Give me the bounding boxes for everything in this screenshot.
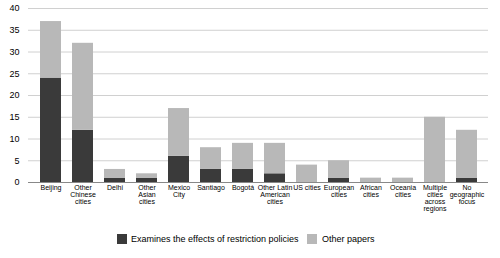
svg-text:35: 35 — [9, 25, 19, 35]
html-text:Other papers: Other papers — [321, 233, 375, 244]
svg-text:Bogotá: Bogotá — [232, 184, 254, 192]
html-text:Examines the effects of restri: Examines the effects of restriction poli… — [131, 233, 299, 244]
svg-text:OtherChinesecities: OtherChinesecities — [70, 184, 96, 205]
svg-text:10: 10 — [9, 134, 19, 144]
svg-text:OtherAsiancities: OtherAsiancities — [138, 184, 156, 205]
svg-text:Nogeographicfocus: Nogeographicfocus — [450, 184, 485, 205]
svg-text:Delhi: Delhi — [107, 184, 123, 191]
svg-text:25: 25 — [9, 69, 19, 79]
svg-text:15: 15 — [9, 112, 19, 122]
svg-text:30: 30 — [9, 47, 19, 57]
svg-text:Oceaniacities: Oceaniacities — [390, 184, 416, 198]
svg-text:Multiplecitiesacrossregions: Multiplecitiesacrossregions — [423, 184, 447, 213]
svg-text:20: 20 — [9, 90, 19, 100]
svg-text:Other LatinAmericancities: Other LatinAmericancities — [258, 184, 293, 205]
svg-text:5: 5 — [14, 156, 19, 166]
svg-text:US cities: US cities — [293, 184, 321, 191]
svg-text:Beijing: Beijing — [40, 184, 61, 192]
svg-text:40: 40 — [9, 3, 19, 13]
svg-text:Santiago: Santiago — [197, 184, 225, 192]
svg-text:Africancities: Africancities — [360, 184, 382, 198]
svg-text:0: 0 — [14, 177, 19, 187]
svg-text:MexicoCity: MexicoCity — [168, 184, 190, 199]
svg-text:Europeancities: Europeancities — [324, 184, 354, 198]
